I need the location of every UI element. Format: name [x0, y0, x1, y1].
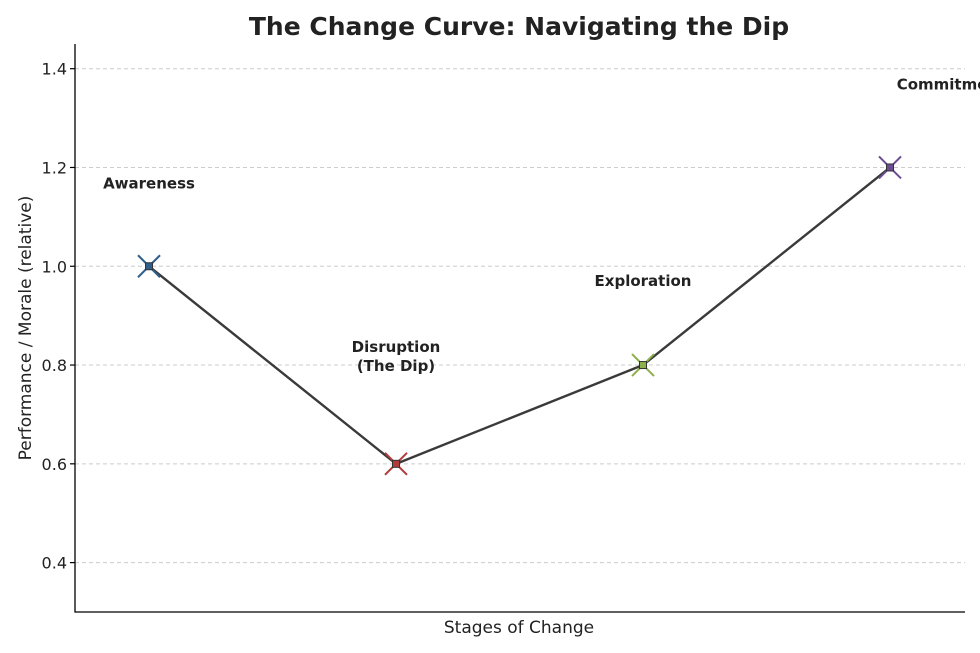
stage-labels: Awareness Disruption(The Dip) Exploration C… — [103, 75, 980, 374]
marker-disruption — [384, 452, 408, 476]
y-tick-label: 0.4 — [42, 554, 67, 573]
stage-label: Disruption — [352, 338, 441, 356]
y-tick-label: 0.6 — [42, 455, 67, 474]
stage-label: Exploration — [595, 272, 692, 290]
axis-spines — [74, 44, 965, 613]
axes — [74, 44, 965, 613]
marker-commitment — [878, 155, 902, 180]
marker-exploration — [631, 353, 655, 377]
series-line — [148, 166, 891, 466]
y-tick-label: 1.4 — [42, 60, 67, 79]
x-axis-label: Stages of Change — [444, 618, 594, 638]
y-ticks: 0.4 0.6 0.8 1.0 1.2 1.4 — [42, 60, 75, 573]
y-tick-label: 1.2 — [42, 158, 67, 177]
markers — [137, 155, 902, 476]
series-line-path — [148, 166, 891, 466]
y-axis-label: Performance / Morale (relative) — [16, 196, 36, 461]
stage-label: Awareness — [103, 174, 195, 192]
y-tick-label: 1.0 — [42, 257, 67, 276]
chart-title: The Change Curve: Navigating the Dip — [249, 12, 789, 41]
y-tick-label: 0.8 — [42, 356, 67, 375]
grid — [75, 68, 965, 564]
stage-label: Commitment — [897, 75, 980, 93]
marker-awareness — [137, 254, 161, 278]
stage-label: (The Dip) — [357, 357, 435, 375]
